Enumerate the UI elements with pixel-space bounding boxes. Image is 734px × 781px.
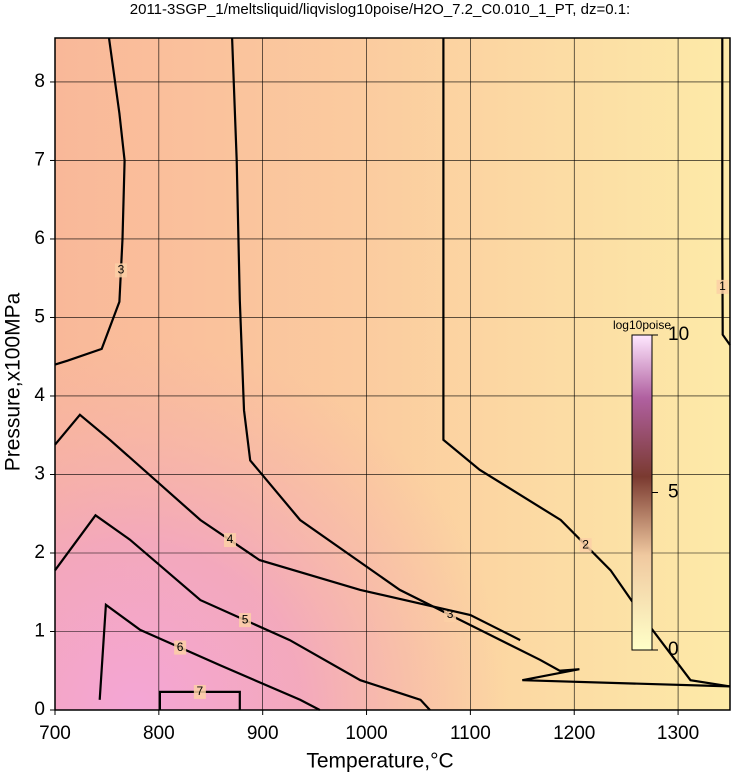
contour-label: 5 xyxy=(242,612,249,626)
contour-label-bg xyxy=(579,538,592,553)
x-tick-label: 1100 xyxy=(450,723,491,744)
x-tick-label: 900 xyxy=(247,723,279,744)
contour-label: 3 xyxy=(447,607,454,621)
contour-label: 6 xyxy=(177,640,184,654)
y-tick-label: 5 xyxy=(34,306,45,327)
y-tick-label: 0 xyxy=(34,699,45,720)
contour-label-bg xyxy=(174,640,187,655)
y-tick-label: 6 xyxy=(34,228,45,249)
colorbar xyxy=(631,334,653,651)
plot-frame xyxy=(54,37,731,711)
contour-label: 2 xyxy=(582,537,589,551)
contour-label: 1 xyxy=(719,279,726,293)
y-tick-label: 7 xyxy=(34,149,45,170)
x-tick-label: 700 xyxy=(39,723,71,744)
colorbar-tick-label: 0 xyxy=(668,639,679,660)
y-axis-label: Pressure,x100MPa xyxy=(2,292,25,471)
x-tick-label: 800 xyxy=(143,723,175,744)
contour-label-bg xyxy=(223,533,236,548)
contour-label-bg xyxy=(239,613,252,628)
x-tick-label: 1200 xyxy=(553,723,595,744)
contour-label: 7 xyxy=(197,684,204,698)
y-tick-label: 4 xyxy=(34,385,45,406)
plot-shading xyxy=(55,38,730,710)
colorbar-tick-label: 10 xyxy=(668,324,689,345)
y-tick-label: 1 xyxy=(34,621,45,642)
y-tick-label: 3 xyxy=(34,464,45,485)
contour-label-bg xyxy=(193,684,206,699)
x-tick-label: 1300 xyxy=(657,723,699,744)
x-axis-label: Temperature,°C xyxy=(306,750,453,773)
contour-label-bg xyxy=(716,279,729,294)
colorbar-label: log10poise xyxy=(613,318,671,332)
contour-line xyxy=(442,38,731,688)
y-tick-label: 2 xyxy=(34,542,45,563)
y-tick-label: 8 xyxy=(34,71,45,92)
contour-label-bg xyxy=(114,263,127,278)
contour-line xyxy=(231,37,731,688)
chart-title: 2011-3SGP_1/meltsliquid/liqvislog10poise… xyxy=(130,1,630,18)
x-tick-label: 1000 xyxy=(345,723,387,744)
contour-label: 3 xyxy=(118,263,125,277)
colorbar-tick-label: 5 xyxy=(668,482,679,503)
plot-area: 1 2 3 3 4 5 6 7 xyxy=(54,37,731,711)
contour-label: 4 xyxy=(227,532,234,546)
